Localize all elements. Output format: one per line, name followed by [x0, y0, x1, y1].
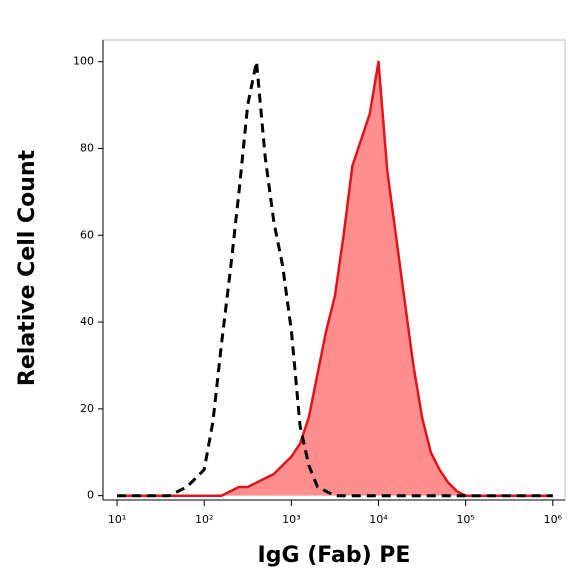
series-area — [117, 61, 553, 496]
x-tick-label: 10² — [195, 513, 213, 526]
x-tick-label: 10³ — [282, 513, 300, 526]
y-tick-label: 80 — [80, 141, 94, 154]
y-tick-label: 20 — [80, 402, 94, 415]
y-tick-label: 0 — [87, 489, 94, 502]
series-line — [117, 60, 553, 498]
x-tick-label: 10⁵ — [456, 513, 474, 526]
x-tick-label: 10¹ — [108, 513, 126, 526]
x-tick-label: 10⁶ — [544, 513, 563, 526]
y-axis-title: Relative Cell Count — [15, 149, 40, 386]
x-axis-title: IgG (Fab) PE — [258, 543, 411, 568]
x-tick-label: 10⁴ — [369, 513, 388, 526]
y-tick-label: 100 — [73, 55, 94, 68]
y-tick-label: 40 — [80, 315, 94, 328]
y-tick-label: 60 — [80, 228, 94, 241]
